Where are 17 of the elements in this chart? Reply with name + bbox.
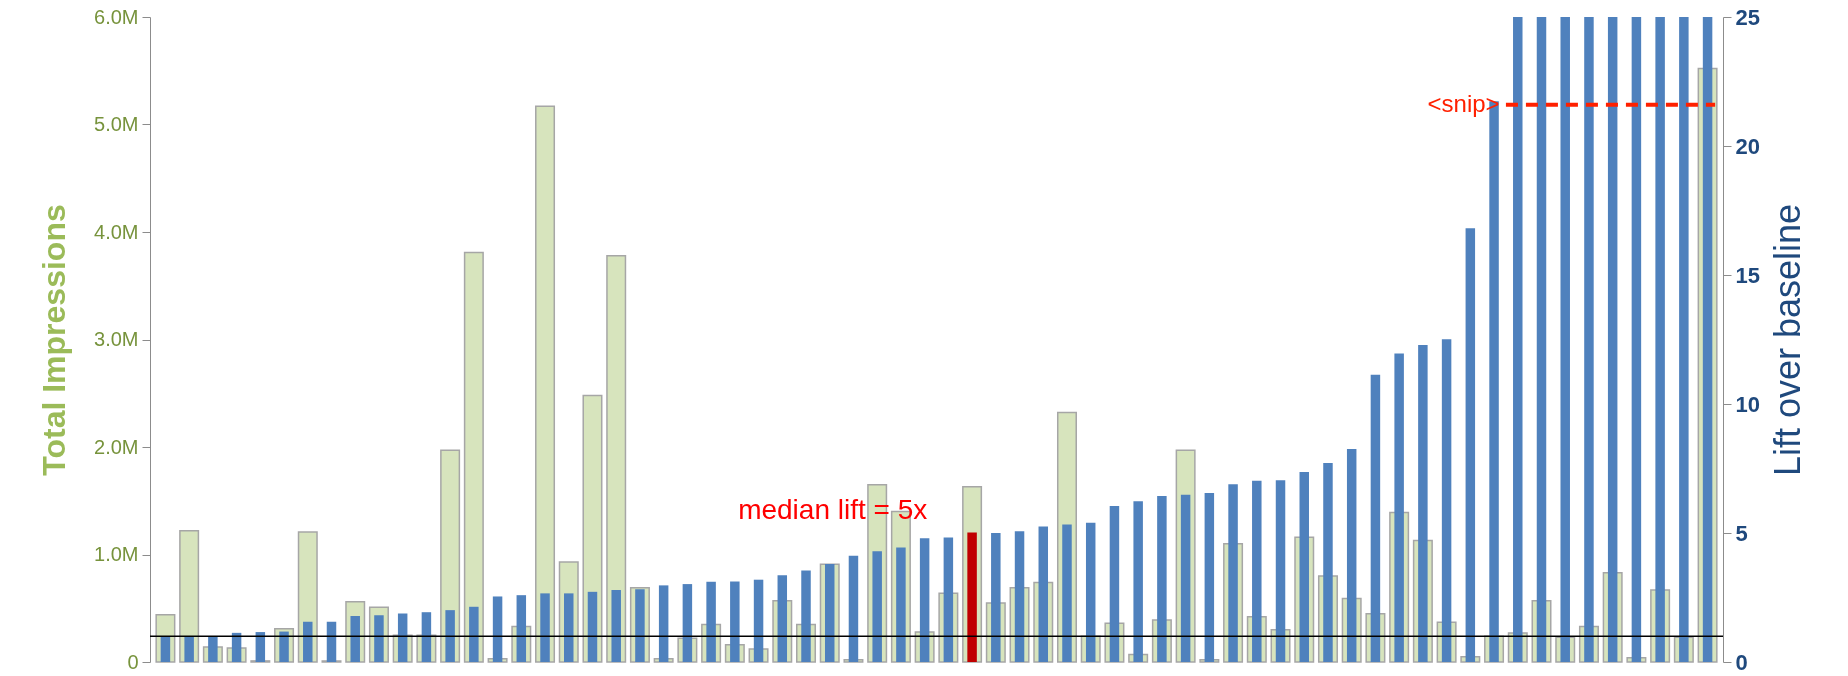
y-tick-label: 2.0M bbox=[94, 435, 139, 458]
y-tick-label: 5.0M bbox=[94, 113, 139, 135]
y2-tick-label: 25 bbox=[1735, 4, 1760, 30]
y-tick-label: 1.0M bbox=[94, 543, 139, 565]
y2-tick-label: 20 bbox=[1735, 133, 1760, 159]
y2-axis-title: Lift over baseline bbox=[1766, 203, 1808, 477]
annotation: median lift = 5x bbox=[738, 494, 928, 526]
y-tick-label: 6.0M bbox=[94, 5, 139, 28]
y-tick-label: 4.0M bbox=[94, 220, 139, 243]
y2-tick-label: 10 bbox=[1735, 391, 1760, 417]
ref-line-label: <snip> bbox=[1427, 89, 1500, 117]
y2-tick-label: 0 bbox=[1735, 649, 1748, 675]
y2-tick-label: 5 bbox=[1735, 520, 1748, 546]
y-tick-label: 0 bbox=[127, 650, 139, 673]
y2-tick-label: 15 bbox=[1735, 262, 1760, 288]
y-tick-label: 3.0M bbox=[94, 328, 139, 350]
y-axis-title: Total Impressions bbox=[36, 204, 73, 476]
